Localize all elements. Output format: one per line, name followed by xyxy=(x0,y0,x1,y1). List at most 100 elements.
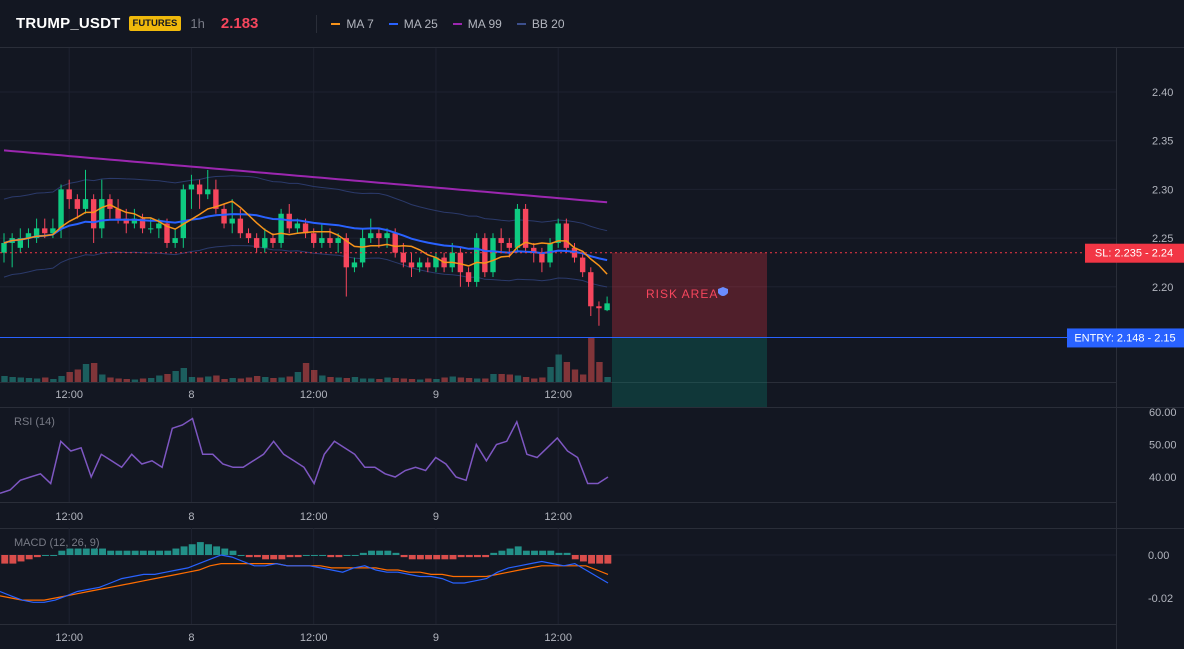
legend-bb20[interactable]: BB 20 xyxy=(516,16,565,31)
volume-bar xyxy=(555,354,562,382)
rsi-tick-label: 50.00 xyxy=(1149,440,1177,452)
risk-area-label: RISK AREA xyxy=(646,287,718,301)
macd-histogram-bar xyxy=(33,555,41,558)
volume-bar xyxy=(596,362,603,382)
macd-histogram-bar xyxy=(82,548,90,555)
candle-body xyxy=(156,223,162,229)
macd-histogram-bar xyxy=(327,555,335,558)
macd-histogram-bar xyxy=(164,550,172,555)
candle-body xyxy=(139,218,146,229)
candle-body xyxy=(604,303,610,311)
volume-bar xyxy=(107,377,114,382)
volume-bar xyxy=(498,374,505,382)
futures-badge: FUTURES xyxy=(128,16,182,31)
volume-bar xyxy=(571,369,579,382)
ma99-line xyxy=(3,149,608,204)
candle-body xyxy=(66,189,72,200)
candle-body xyxy=(498,238,504,243)
candle-body xyxy=(180,189,186,239)
macd-histogram-bar xyxy=(270,555,278,560)
candle-body xyxy=(359,238,366,263)
volume-bar xyxy=(245,377,253,382)
macd-histogram-bar xyxy=(156,550,164,555)
candle-body xyxy=(408,262,415,268)
macd-histogram-bar xyxy=(368,550,375,555)
volume-bar xyxy=(294,372,302,382)
stop-loss-tag-label: SL: 2.235 - 2.24 xyxy=(1095,248,1173,260)
volume-bar xyxy=(196,377,204,382)
candle-body xyxy=(74,199,81,209)
legend-label-ma99: MA 99 xyxy=(467,16,502,31)
macd-histogram-bar xyxy=(449,555,457,560)
timeframe-selector[interactable]: 1h xyxy=(190,16,205,31)
symbol-name[interactable]: TRUMP_USDT xyxy=(16,15,121,32)
volume-bar xyxy=(172,371,179,382)
candle-body xyxy=(563,223,570,248)
volume-bar xyxy=(205,376,212,382)
macd-histogram-bar xyxy=(229,550,237,555)
macd-histogram-bar xyxy=(66,548,74,555)
volume-bar xyxy=(490,374,497,382)
macd-histogram-bar xyxy=(139,550,147,555)
legend-ma99[interactable]: MA 99 xyxy=(452,16,502,31)
macd-histogram-bar xyxy=(319,555,327,556)
volume-bar xyxy=(82,364,90,382)
stop-loss-tag xyxy=(1085,243,1184,263)
legend-label-ma7: MA 7 xyxy=(346,16,374,31)
rsi-time-tick-label: 12:00 xyxy=(544,511,572,523)
macd-histogram-bar xyxy=(384,550,392,555)
volume-bar xyxy=(368,378,375,382)
volume-bar xyxy=(188,377,196,382)
volume-bar xyxy=(343,378,350,382)
candle-body xyxy=(90,199,97,229)
legend-ma25[interactable]: MA 25 xyxy=(388,17,438,31)
candle-body xyxy=(188,184,195,190)
volume-bar xyxy=(392,378,399,382)
macd-histogram-bar xyxy=(205,544,212,555)
macd-histogram-bar xyxy=(506,548,514,555)
candle-body xyxy=(213,189,219,209)
candle-body xyxy=(58,189,64,229)
rsi-tick-label: 40.00 xyxy=(1149,472,1177,484)
rsi-time-tick-label: 12:00 xyxy=(55,511,83,523)
macd-histogram-bar xyxy=(408,555,416,560)
volume-bar xyxy=(270,378,277,382)
macd-histogram-bar xyxy=(294,555,302,558)
candle-body xyxy=(555,223,561,243)
macd-histogram-bar xyxy=(343,555,351,556)
candle-body xyxy=(245,233,252,239)
macd-histogram-bar xyxy=(351,555,359,556)
volume-bar xyxy=(400,378,408,382)
rsi-line xyxy=(0,417,609,495)
rsi-time-tick-label: 8 xyxy=(188,511,194,523)
volume-bar xyxy=(563,362,571,382)
macd-histogram-bar xyxy=(547,550,555,555)
legend-ma7[interactable]: MA 7 xyxy=(331,16,374,31)
volume-bar xyxy=(327,377,334,382)
candle-body xyxy=(172,238,178,243)
candle-body xyxy=(164,223,170,243)
candle-body xyxy=(123,218,129,224)
volume-bar xyxy=(457,377,465,382)
legend-label-bb20: BB 20 xyxy=(531,16,565,31)
macd-histogram-bar xyxy=(311,555,318,556)
volume-bar xyxy=(156,375,163,382)
macd-histogram-bar xyxy=(335,555,343,558)
volume-bar xyxy=(278,377,285,382)
volume-bar xyxy=(441,377,448,382)
macd-histogram-bar xyxy=(172,548,180,555)
macd-histogram-bar xyxy=(482,555,490,558)
candle-body xyxy=(253,238,260,248)
volume-bar xyxy=(213,375,220,382)
volume-bar xyxy=(139,378,147,382)
macd-histogram-bar xyxy=(278,555,286,560)
rsi-title: RSI (14) xyxy=(14,416,55,428)
candle-body xyxy=(42,228,48,234)
macd-histogram-bar xyxy=(262,555,269,560)
macd-histogram-bar xyxy=(107,550,115,555)
candle-body xyxy=(327,238,333,243)
time-tick-label: 12:00 xyxy=(55,389,83,401)
risk-area-zone xyxy=(612,252,767,338)
macd-histogram-bar xyxy=(115,550,123,555)
